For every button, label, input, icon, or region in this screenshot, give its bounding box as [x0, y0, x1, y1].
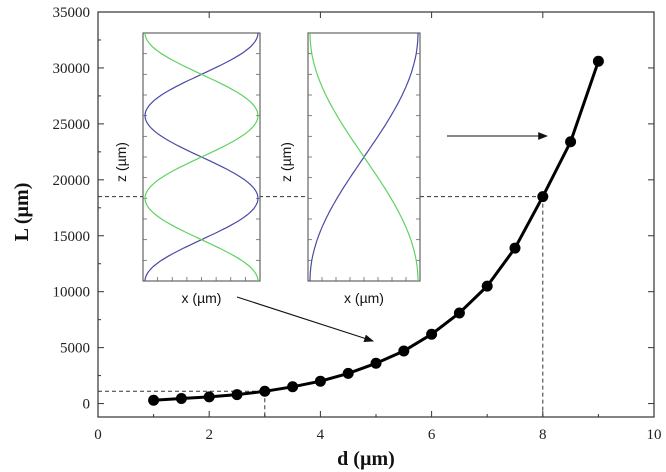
y-tick-label: 20000 [53, 173, 91, 189]
y-tick-label: 5000 [60, 341, 90, 357]
data-point [175, 393, 187, 405]
data-point [592, 55, 604, 67]
data-point [453, 307, 465, 319]
inset-z-label: z (µm) [278, 142, 294, 182]
annotation-arrows [236, 132, 549, 342]
data-point [565, 136, 577, 148]
insets: x (µm) z (µm) x (µm) z (µm) [113, 32, 421, 306]
data-point [370, 357, 382, 369]
inset-z-label: z (µm) [113, 142, 129, 182]
reference-lines [98, 196, 544, 417]
y-tick-label: 35000 [53, 5, 91, 21]
x-tick-label: 6 [428, 427, 436, 443]
arrow-to-d3 [236, 296, 375, 342]
y-tick-label: 30000 [53, 61, 91, 77]
data-point [203, 391, 215, 403]
y-tick-label: 15000 [53, 229, 91, 245]
inset-d3: x (µm) z (µm) [113, 32, 261, 306]
data-point [509, 242, 521, 254]
data-point [259, 385, 271, 397]
data-point [426, 328, 438, 340]
inset-d8: x (µm) z (µm) [278, 32, 421, 306]
x-tick-label: 2 [205, 427, 213, 443]
y-axis-label: L (µm) [11, 183, 33, 242]
data-point [398, 345, 410, 357]
data-point [537, 191, 549, 203]
data-point [342, 367, 354, 379]
x-tick-label: 0 [94, 427, 102, 443]
y-tick-label: 10000 [53, 285, 91, 301]
y-tick-label: 25000 [53, 117, 91, 133]
inset-x-label: x (µm) [182, 290, 222, 306]
x-tick-label: 10 [647, 427, 662, 443]
x-axis-label: d (µm) [337, 448, 395, 470]
data-point [314, 375, 326, 387]
data-point [231, 389, 243, 401]
x-tick-label: 8 [539, 427, 547, 443]
inset-curve-green [144, 32, 259, 282]
x-axis-ticks: 0 2 4 6 8 10 [94, 12, 662, 443]
data-point [287, 381, 299, 393]
data-point [481, 280, 493, 292]
inset-curve-green [309, 33, 419, 281]
y-tick-label: 0 [83, 397, 91, 413]
x-tick-label: 4 [317, 427, 325, 443]
inset-x-label: x (µm) [344, 290, 384, 306]
data-series [148, 55, 604, 406]
y-axis-ticks: 0 5000 10000 15000 20000 25000 30000 35000 [53, 5, 654, 413]
data-point [148, 394, 160, 406]
